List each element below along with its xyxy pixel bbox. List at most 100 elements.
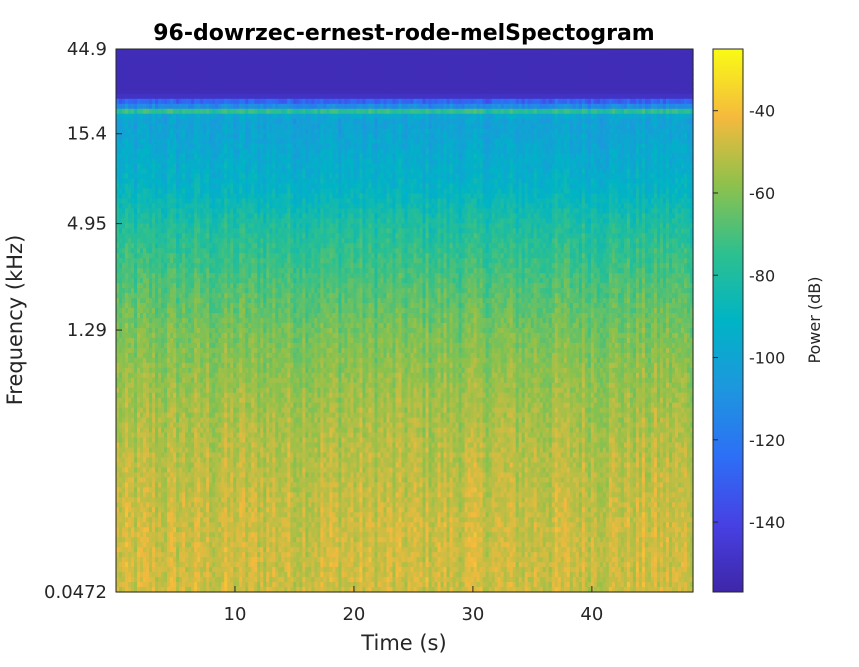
heatmap-cell <box>596 58 601 65</box>
heatmap-cell <box>443 58 448 65</box>
heatmap-cell <box>152 53 156 60</box>
heatmap-cell <box>359 63 364 70</box>
heatmap-cell <box>476 63 481 70</box>
heatmap-cell <box>197 63 201 70</box>
heatmap-cell <box>620 63 625 70</box>
heatmap-cell <box>470 49 475 55</box>
heatmap-cell <box>494 58 499 65</box>
heatmap-cell <box>473 49 478 55</box>
heatmap-cell <box>395 53 400 60</box>
heatmap-cell <box>410 49 415 55</box>
heatmap-cell <box>443 53 448 60</box>
heatmap-cell <box>449 49 454 55</box>
heatmap-cell <box>206 58 210 65</box>
heatmap-cell <box>242 63 246 70</box>
heatmap-cell <box>137 63 141 70</box>
heatmap-cell <box>380 53 385 60</box>
heatmap-cell <box>329 63 333 70</box>
heatmap-cell <box>533 63 538 70</box>
heatmap-cell <box>200 49 204 55</box>
heatmap-cell <box>140 53 144 60</box>
heatmap-cell <box>524 63 529 70</box>
heatmap-cell <box>554 53 559 60</box>
heatmap-cell <box>146 63 150 70</box>
heatmap-cell <box>287 49 291 55</box>
heatmap-cell <box>449 58 454 65</box>
heatmap-cell <box>494 53 499 60</box>
heatmap-cell <box>212 63 216 70</box>
heatmap-cell <box>581 53 586 60</box>
heatmap-cell <box>560 58 565 65</box>
heatmap-cell <box>386 58 391 65</box>
heatmap-cell <box>503 58 508 65</box>
heatmap-cell <box>545 49 550 55</box>
heatmap-cell <box>680 49 685 55</box>
heatmap-cell <box>233 63 237 70</box>
heatmap-cell <box>353 58 358 65</box>
heatmap-cell <box>278 58 282 65</box>
heatmap-cell <box>242 49 246 55</box>
heatmap-cell <box>209 53 213 60</box>
heatmap-cell <box>293 53 297 60</box>
heatmap-cell <box>323 53 327 60</box>
heatmap-cell <box>590 63 595 70</box>
heatmap-cell <box>623 58 628 65</box>
heatmap-cell <box>644 53 649 60</box>
heatmap-cell <box>518 53 523 60</box>
heatmap-cell <box>230 53 234 60</box>
heatmap-cell <box>632 49 637 55</box>
heatmap-cell <box>368 53 373 60</box>
heatmap-cell <box>212 49 216 55</box>
heatmap-cell <box>365 63 370 70</box>
heatmap-cell <box>524 49 529 55</box>
heatmap-cell <box>164 53 168 60</box>
heatmap-cell <box>305 58 309 65</box>
heatmap-cell <box>173 58 177 65</box>
heatmap-cell <box>407 49 412 55</box>
heatmap-cell <box>239 58 243 65</box>
heatmap-cell <box>479 58 484 65</box>
heatmap-cell <box>629 63 634 70</box>
heatmap-cell <box>440 49 445 55</box>
heatmap-cell <box>455 49 460 55</box>
heatmap-cell <box>185 49 189 55</box>
heatmap-cell <box>617 49 622 55</box>
heatmap-cell <box>161 53 165 60</box>
heatmap-cell <box>290 53 294 60</box>
heatmap-cell <box>575 53 580 60</box>
heatmap-cell <box>203 53 207 60</box>
heatmap-cell <box>548 53 553 60</box>
heatmap-cell <box>323 63 327 70</box>
heatmap-cell <box>623 49 628 55</box>
heatmap-cell <box>542 63 547 70</box>
heatmap-cell <box>350 63 355 70</box>
heatmap-cell <box>563 53 568 60</box>
heatmap-cell <box>632 53 637 60</box>
heatmap-cell <box>197 53 201 60</box>
heatmap-cell <box>473 58 478 65</box>
heatmap-cell <box>323 49 327 55</box>
heatmap-cell <box>116 53 120 60</box>
heatmap-cell <box>683 53 688 60</box>
heatmap-cell <box>140 58 144 65</box>
heatmap-cell <box>641 53 646 60</box>
heatmap-cell <box>500 58 505 65</box>
heatmap-cell <box>407 53 412 60</box>
heatmap-cell <box>491 49 496 55</box>
heatmap-cell <box>455 53 460 60</box>
heatmap-cell <box>503 53 508 60</box>
heatmap-cell <box>335 63 339 70</box>
heatmap-cell <box>179 63 183 70</box>
heatmap-cell <box>554 49 559 55</box>
heatmap-cell <box>542 58 547 65</box>
heatmap-cell <box>302 53 306 60</box>
heatmap-cell <box>422 58 427 65</box>
heatmap-cell <box>533 49 538 55</box>
heatmap-cell <box>539 58 544 65</box>
heatmap-cell <box>503 63 508 70</box>
heatmap-cell <box>122 58 126 65</box>
heatmap-cell <box>404 53 409 60</box>
heatmap-cell <box>404 63 409 70</box>
